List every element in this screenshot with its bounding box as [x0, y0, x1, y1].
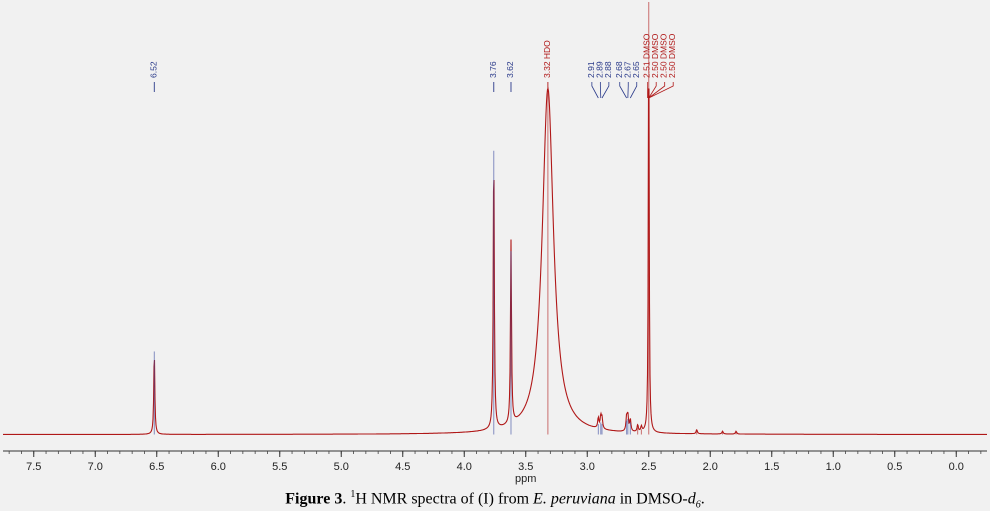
x-tick-label: 2.5 [641, 461, 656, 473]
multiplet-leader [601, 82, 610, 99]
spectrum-curve-layer [3, 2, 987, 435]
x-tick-label: 3.5 [518, 461, 533, 473]
x-tick-label: 5.0 [334, 461, 349, 473]
nmr-spectrum-plot: 7.5 7.0 6.5 6.0 5.5 5.0 4.5 4.0 3.5 3.0 2.5 2.0 1.5 1… [3, 2, 987, 485]
figure-label: Figure 3 [285, 490, 343, 508]
x-tick-label: 3.0 [580, 461, 595, 473]
x-tick-label: 7.5 [26, 461, 41, 473]
solvent-suffix: d [687, 490, 696, 508]
solvent-subscript: 6 [695, 499, 701, 511]
x-axis-title: ppm [515, 473, 536, 485]
spectrum-line [3, 86, 987, 435]
x-tick-label: 2.0 [703, 461, 718, 473]
x-axis: 7.5 7.0 6.5 6.0 5.5 5.0 4.5 4.0 3.5 3.0 2.5 2.0 1.5 1… [3, 450, 987, 485]
peak-label-text: 2.50 DMSO [667, 33, 677, 78]
caption-end: . [700, 490, 705, 508]
multiplet-leader [648, 82, 674, 99]
x-tick-label: 6.0 [211, 461, 226, 473]
peak-label-text: 3.62 [505, 61, 515, 78]
figure-caption: Figure 3. 1H NMR spectra of (I) from E. … [0, 489, 990, 511]
peak-label-text: 6.52 [148, 61, 158, 78]
x-tick-label: 6.5 [149, 461, 164, 473]
x-tick-label: 1.5 [764, 461, 779, 473]
x-tick-label: 7.0 [88, 461, 103, 473]
multiplet-leader [629, 82, 638, 99]
peak-label-text: 2.51 DMSO [642, 33, 652, 78]
multiplet-leader [648, 82, 666, 99]
species-name: E. peruviana [533, 490, 616, 508]
peak-label-text: 2.88 [603, 61, 613, 78]
multiplet-leader [591, 82, 599, 99]
x-tick-label: 0.0 [949, 461, 964, 473]
multiplet-leader [619, 82, 627, 99]
isotope-superscript: 1 [350, 489, 356, 500]
x-tick-label: 0.5 [887, 461, 902, 473]
caption-sep: . [342, 490, 351, 508]
peak-label-text: 3.76 [488, 61, 498, 78]
peak-label-text: 2.91 [586, 61, 596, 78]
peak-label-text: 3.32 HDO [542, 40, 552, 78]
peak-label-text: 2.68 [614, 61, 624, 78]
caption-text-a: H NMR spectra of (I) from [355, 490, 534, 508]
peak-label-text: 2.65 [631, 61, 641, 78]
multiplet-leader [648, 82, 657, 99]
peak-label-text: 2.67 [622, 61, 632, 78]
x-tick-label: 5.5 [272, 461, 287, 473]
peak-label-text: 2.50 DMSO [659, 33, 669, 78]
caption-text-b: in DMSO- [615, 490, 688, 508]
x-tick-label: 1.0 [826, 461, 841, 473]
peak-label-text: 2.89 [594, 61, 604, 78]
peak-label-text: 2.50 DMSO [650, 33, 660, 78]
x-tick-label: 4.0 [457, 461, 472, 473]
x-tick-label: 4.5 [395, 461, 410, 473]
peak-labels-layer: 6.52 3.76 3.62 3.32 HDO 2.912.892.88 2.682.67… [148, 33, 677, 99]
